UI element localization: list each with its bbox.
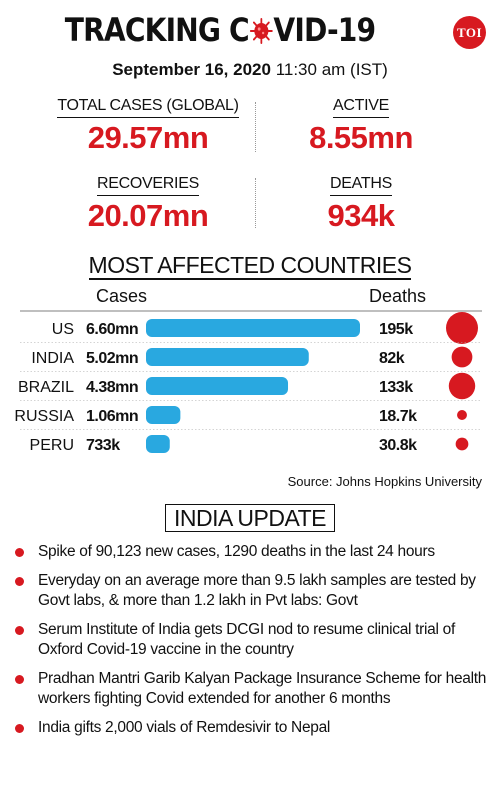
update-item: India gifts 2,000 vials of Remdesivir to…	[0, 718, 500, 738]
update-item: Spike of 90,123 new cases, 1290 deaths i…	[0, 542, 500, 562]
country-label: US	[52, 321, 74, 338]
deaths-column-header: Deaths	[369, 286, 427, 306]
bullet-icon	[15, 675, 24, 684]
country-label: PERU	[30, 437, 74, 454]
deaths-value-label: 133k	[379, 379, 413, 396]
date-text: September 16, 2020	[112, 60, 271, 79]
stat-deaths: DEATHS 934k	[261, 174, 461, 234]
deaths-bubble	[457, 410, 467, 420]
deaths-value-label: 195k	[379, 321, 413, 338]
stat-recoveries-value: 20.07mn	[87, 198, 209, 233]
cases-value-label: 733k	[86, 437, 120, 454]
india-update-title: INDIA UPDATE	[0, 504, 500, 532]
country-label: INDIA	[31, 350, 74, 367]
deaths-value-label: 82k	[379, 350, 405, 367]
update-item: Serum Institute of India gets DCGI nod t…	[0, 620, 500, 660]
stat-deaths-label: DEATHS	[330, 174, 392, 196]
cases-bar	[146, 348, 309, 366]
cases-bar	[146, 319, 360, 337]
bullet-icon	[15, 577, 24, 586]
virus-icon	[249, 11, 273, 44]
india-update-list: Spike of 90,123 new cases, 1290 deaths i…	[0, 542, 500, 747]
stat-recoveries: RECOVERIES 20.07mn	[48, 174, 248, 234]
stat-total-cases: TOTAL CASES (GLOBAL) 29.57mn	[48, 96, 248, 156]
page-title: TRACKING C VID-19	[26, 8, 413, 52]
bullet-icon	[15, 548, 24, 557]
title-text-end: VID-19	[273, 11, 376, 49]
deaths-bubble	[448, 372, 476, 400]
cases-value-label: 6.60mn	[86, 321, 138, 338]
stat-total-value: 29.57mn	[87, 120, 209, 155]
stat-divider-bottom	[255, 178, 257, 228]
deaths-bubble	[451, 346, 473, 368]
chart-title: MOST AFFECTED COUNTRIES	[88, 252, 412, 280]
bullet-icon	[15, 626, 24, 635]
bullet-icon	[15, 724, 24, 733]
update-item: Pradhan Mantri Garib Kalyan Package Insu…	[0, 669, 500, 709]
country-label: RUSSIA	[14, 408, 74, 425]
toi-logo: TOI	[453, 16, 486, 49]
affected-countries-chart: US 6.60mn 195k INDIA 5.02mn 82k BRAZIL 4.38mn 13…	[14, 310, 482, 454]
cases-value-label: 4.38mn	[86, 379, 138, 396]
deaths-value-label: 30.8k	[379, 437, 417, 454]
cases-bar	[146, 377, 289, 395]
deaths-bubble	[446, 312, 478, 344]
title-text-start: TRACKING C	[64, 11, 250, 49]
source-note: Source: Johns Hopkins University	[287, 474, 482, 489]
update-item: Everyday on an average more than 9.5 lak…	[0, 571, 500, 611]
cases-bar	[146, 435, 170, 453]
stat-recoveries-label: RECOVERIES	[97, 174, 199, 196]
stat-active: ACTIVE 8.55mn	[261, 96, 461, 156]
cases-value-label: 1.06mn	[86, 408, 138, 425]
stat-total-label: TOTAL CASES (GLOBAL)	[57, 96, 239, 118]
deaths-bubble	[455, 437, 469, 451]
cases-value-label: 5.02mn	[86, 350, 138, 367]
time-text: 11:30 am (IST)	[275, 60, 388, 79]
cases-bar	[146, 406, 181, 424]
stat-deaths-value: 934k	[327, 198, 395, 233]
cases-column-header: Cases	[96, 286, 148, 306]
deaths-value-label: 18.7k	[379, 408, 417, 425]
stat-active-value: 8.55mn	[309, 120, 413, 155]
stat-active-label: ACTIVE	[333, 96, 389, 118]
country-label: BRAZIL	[18, 379, 74, 396]
dateline: September 16, 2020 11:30 am (IST)	[0, 58, 500, 82]
stat-divider-top	[255, 102, 257, 152]
